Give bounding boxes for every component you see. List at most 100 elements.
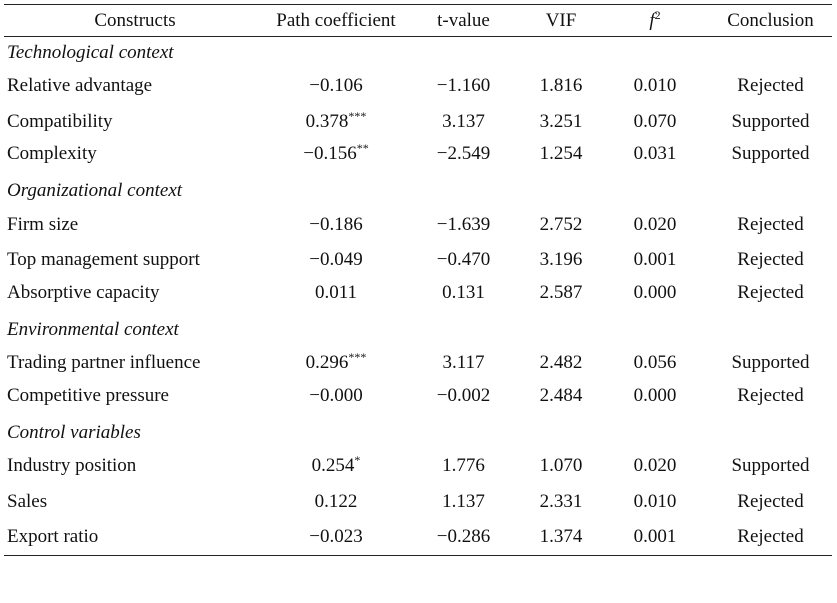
f2-cell: 0.056	[633, 352, 677, 374]
construct-cell: Top management support	[7, 249, 200, 271]
construct-cell: Absorptive capacity	[7, 281, 160, 303]
conclusion-cell: Rejected	[737, 281, 804, 303]
group-row: Environmental context	[4, 314, 832, 346]
table-row: Industry position 0.254* 1.776 1.070 0.020 Su…	[4, 449, 832, 485]
significance-marker: ***	[348, 108, 367, 123]
table-row: Trading partner influence 0.296*** 3.117 2.…	[4, 346, 832, 382]
construct-cell: Relative advantage	[7, 75, 153, 97]
header-f2-base: f	[649, 9, 655, 31]
construct-cell: Compatibility	[7, 110, 113, 132]
path-coefficient-value: −0.000	[309, 384, 363, 406]
conclusion-cell: Supported	[731, 110, 810, 132]
header-conclusion: Conclusion	[709, 4, 832, 37]
construct-cell: Sales	[7, 490, 48, 512]
t-value-cell: −0.286	[406, 519, 521, 556]
t-value-cell: −0.470	[436, 249, 491, 271]
header-path-coefficient: Path coefficient	[266, 4, 406, 37]
vif-cell: 1.070	[539, 455, 583, 477]
path-coefficient-cell: 0.296***	[266, 346, 406, 382]
group-row: Technological context	[4, 37, 832, 69]
vif-cell: 2.587	[539, 281, 583, 303]
path-coefficient-value: −0.186	[309, 213, 363, 235]
t-value-cell: 0.131	[442, 281, 485, 303]
vif-cell: 2.752	[539, 213, 583, 235]
f2-cell: 0.001	[633, 249, 677, 271]
path-coefficient-cell: 0.122	[266, 484, 406, 520]
vif-cell: 3.196	[539, 249, 583, 271]
header-f2: f2	[601, 4, 709, 37]
path-coefficient-cell: −0.000	[266, 381, 406, 417]
group-row: Control variables	[4, 417, 832, 449]
construct-cell: Trading partner influence	[7, 352, 201, 374]
table-body: Technological context Relative advantage −…	[4, 37, 832, 556]
construct-cell: Export ratio	[4, 519, 266, 556]
conclusion-cell: Supported	[731, 143, 810, 165]
table-row: Firm size −0.186 −1.639 2.752 0.020 Rejected	[4, 207, 832, 243]
table-row: Competitive pressure −0.000 −0.002 2.484 0.0…	[4, 381, 832, 417]
header-vif: VIF	[521, 4, 601, 37]
path-coefficient-cell: −0.106	[266, 69, 406, 105]
path-coefficient-value: 0.122	[314, 490, 358, 512]
path-coefficient-value: −0.023	[309, 526, 363, 547]
table-row: Complexity −0.156** −2.549 1.254 0.031 Suppor…	[4, 140, 832, 176]
f2-cell: 0.020	[633, 213, 677, 235]
conclusion-cell: Rejected	[737, 249, 804, 271]
table-row: Relative advantage −0.106 −1.160 1.816 0.010…	[4, 69, 832, 105]
path-coefficient-value: 0.011	[314, 281, 358, 303]
f2-cell: 0.020	[633, 455, 677, 477]
table-row: Export ratio −0.023 −0.286 1.374 0.001 Reject…	[4, 519, 832, 556]
path-coefficient-value: 0.378	[305, 110, 349, 132]
vif-cell: 3.251	[539, 110, 583, 132]
vif-cell: 2.331	[539, 490, 583, 512]
conclusion-cell: Rejected	[737, 213, 804, 235]
table-row: Compatibility 0.378*** 3.137 3.251 0.070 Supp…	[4, 104, 832, 140]
f2-cell: 0.010	[633, 75, 677, 97]
construct-cell: Industry position	[7, 455, 137, 477]
vif-cell: 1.374	[521, 519, 601, 556]
t-value-cell: 1.776	[442, 455, 485, 477]
path-coefficient-value: −0.049	[309, 249, 363, 271]
path-coefficient-value: 0.296	[305, 352, 349, 374]
significance-marker: *	[354, 453, 361, 468]
header-row: Constructs Path coefficient t-value VIF …	[4, 4, 832, 37]
group-title: Control variables	[7, 421, 141, 443]
path-coefficient-cell: −0.023	[266, 519, 406, 556]
path-coefficient-cell: 0.254*	[266, 449, 406, 485]
path-coefficient-cell: −0.049	[266, 243, 406, 279]
path-coefficient-value: 0.254	[311, 455, 355, 477]
construct-cell: Firm size	[7, 213, 79, 235]
significance-marker: **	[356, 141, 369, 156]
conclusion-cell: Rejected	[737, 490, 804, 512]
construct-cell: Competitive pressure	[7, 384, 169, 406]
conclusion-cell: Supported	[731, 352, 810, 374]
path-coefficient-cell: −0.156**	[266, 140, 406, 176]
conclusion-cell: Rejected	[737, 75, 804, 97]
group-row: Organizational context	[4, 175, 832, 207]
vif-cell: 2.482	[539, 352, 583, 374]
f2-cell: 0.070	[633, 110, 677, 132]
f2-cell: 0.000	[633, 281, 677, 303]
group-title: Organizational context	[7, 180, 183, 201]
results-table: Constructs Path coefficient t-value VIF …	[4, 4, 832, 556]
f2-cell: 0.001	[601, 519, 709, 556]
conclusion-cell: Supported	[731, 455, 810, 477]
conclusion-cell: Rejected	[709, 519, 832, 556]
path-coefficient-cell: 0.011	[266, 278, 406, 314]
t-value-cell: −2.549	[436, 143, 491, 165]
path-coefficient-value: −0.106	[309, 75, 363, 97]
group-title: Technological context	[7, 41, 174, 63]
vif-cell: 2.484	[539, 384, 583, 406]
t-value-cell: −0.002	[436, 384, 491, 406]
group-title: Environmental context	[7, 318, 179, 340]
table-row: Top management support −0.049 −0.470 3.196 0…	[4, 243, 832, 279]
f2-cell: 0.000	[633, 384, 677, 406]
header-constructs: Constructs	[4, 4, 266, 37]
table-row: Absorptive capacity 0.011 0.131 2.587 0.000 R…	[4, 278, 832, 314]
table-row: Sales 0.122 1.137 2.331 0.010 Rejected	[4, 484, 832, 520]
vif-cell: 1.816	[539, 75, 583, 97]
conclusion-cell: Rejected	[737, 384, 804, 406]
table-header: Constructs Path coefficient t-value VIF …	[4, 4, 832, 37]
vif-cell: 1.254	[539, 143, 583, 165]
f2-cell: 0.010	[633, 490, 677, 512]
f2-cell: 0.031	[633, 143, 677, 165]
